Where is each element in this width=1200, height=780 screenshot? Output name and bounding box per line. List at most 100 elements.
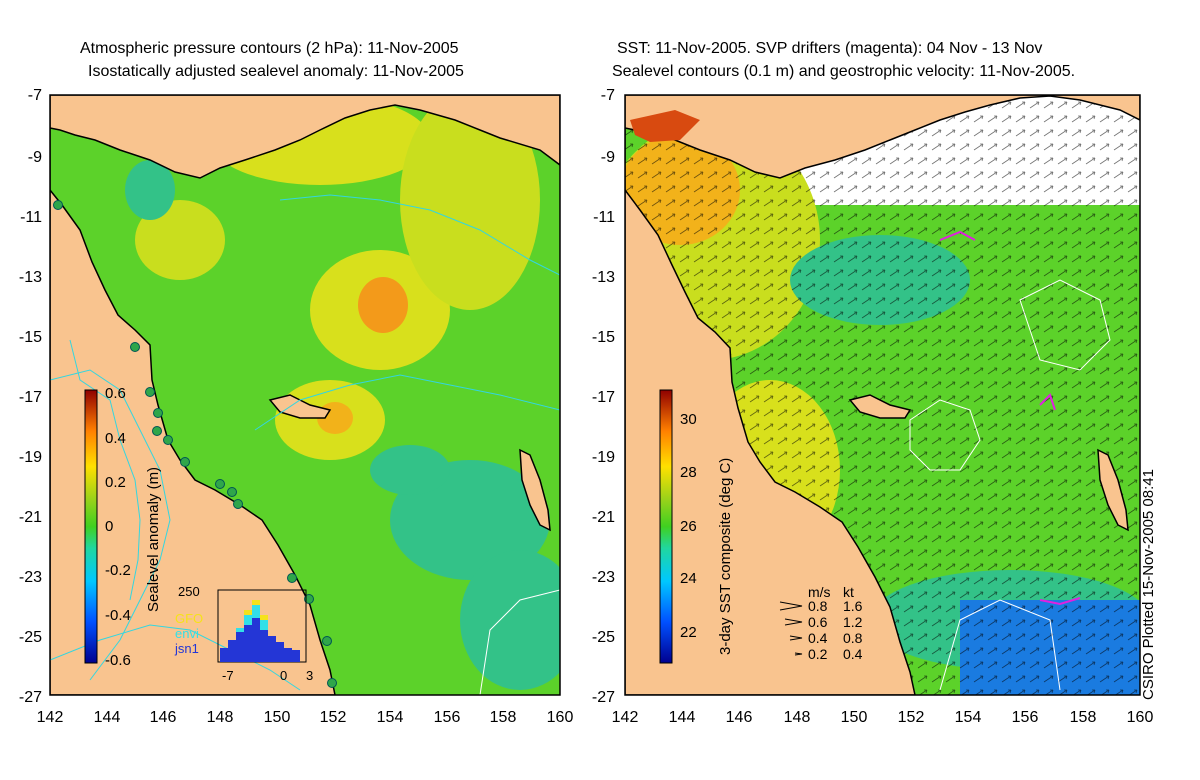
x-tick: 144 [669, 709, 696, 726]
australia-landmass [625, 95, 916, 695]
histogram-xtick: 3 [306, 668, 313, 683]
sealevel-contour [909, 399, 981, 471]
y-tick: -9 [601, 149, 615, 166]
histogram-legend-gfo: GFO [175, 611, 203, 626]
velocity-legend-kt: 0.4 [843, 646, 863, 662]
velocity-legend: m/s kt 0.8 1.6 0.6 1.2 0.4 0.8 0.2 0.4 [779, 584, 863, 662]
sealevel-colorbar [84, 389, 98, 664]
histogram-ymax: 250 [178, 584, 200, 599]
x-tick: 160 [1127, 709, 1154, 726]
x-tick: 160 [547, 709, 574, 726]
y-tick: -17 [592, 389, 615, 406]
sst-colorbar-tick: 26 [680, 518, 697, 535]
left-map-panel: 0.6 0.4 0.2 0 -0.2 -0.4 -0.6 Sealevel an… [19, 87, 574, 726]
sst-hot-patch [630, 110, 700, 142]
x-tick: 142 [612, 709, 639, 726]
y-tick: -21 [19, 509, 42, 526]
histogram-xtick: -7 [222, 668, 234, 683]
y-tick: -17 [19, 389, 42, 406]
x-tick: 146 [726, 709, 753, 726]
pressure-contour [69, 339, 141, 601]
new-guinea-landmass [50, 95, 560, 179]
y-tick: -7 [28, 87, 42, 104]
anomaly-low-blob [460, 550, 560, 690]
y-tick: -27 [592, 689, 615, 706]
right-title-line2: Sealevel contours (0.1 m) and geostrophi… [612, 63, 1076, 80]
x-tick: 154 [955, 709, 982, 726]
island [519, 448, 551, 532]
colorbar-tick: -0.2 [105, 562, 131, 579]
drifter-track [1039, 597, 1081, 606]
y-tick: -11 [593, 209, 615, 226]
y-tick: -21 [592, 509, 615, 526]
colorbar-tick: 0.6 [105, 385, 126, 402]
anomaly-high-core [358, 277, 408, 333]
velocity-legend-kt: 1.6 [843, 598, 863, 614]
x-tick: 152 [320, 709, 347, 726]
colorbar-tick: 0.4 [105, 430, 126, 447]
y-tick: -9 [28, 149, 42, 166]
sst-colorbar-tick: 24 [680, 570, 697, 587]
velocity-legend-ms: 0.6 [808, 614, 828, 630]
x-tick: 150 [841, 709, 868, 726]
left-title-line2: Isostatically adjusted sealevel anomaly:… [88, 63, 464, 80]
right-map-frame [624, 94, 1141, 696]
sst-colorbar-label: 3-day SST composite (deg C) [717, 458, 734, 655]
x-tick: 158 [1070, 709, 1097, 726]
y-tick: -23 [592, 569, 615, 586]
velocity-legend-ms: 0.8 [808, 598, 828, 614]
sst-colorbar-tick: 22 [680, 624, 697, 641]
colorbar-tick: 0 [105, 518, 113, 535]
sst-colorbar-tick: 28 [680, 464, 697, 481]
anomaly-low-blob [370, 445, 450, 495]
anomaly-low-blob [125, 160, 175, 220]
velocity-legend-kt: 0.8 [843, 630, 863, 646]
right-title-line1: SST: 11-Nov-2005. SVP drifters (magenta)… [617, 40, 1043, 57]
y-tick: -23 [19, 569, 42, 586]
sealevel-contour [479, 589, 560, 695]
x-tick: 150 [264, 709, 291, 726]
colorbar-tick: 0.2 [105, 474, 126, 491]
y-tick: -19 [592, 449, 615, 466]
sealevel-contour [1019, 279, 1111, 371]
y-tick: -27 [19, 689, 42, 706]
australia-landmass [50, 95, 336, 695]
y-tick: -25 [19, 629, 42, 646]
sst-colorbar [659, 389, 673, 664]
velocity-legend-kt: 1.2 [843, 614, 863, 630]
left-title-line1: Atmospheric pressure contours (2 hPa): 1… [80, 40, 459, 57]
y-tick: -15 [592, 329, 615, 346]
drifter-track [939, 230, 976, 241]
drifter-track [1039, 393, 1056, 411]
velocity-legend-header-ms: m/s [808, 584, 831, 600]
x-tick: 156 [1012, 709, 1039, 726]
tide-gauge-markers [53, 200, 337, 688]
left-map-frame [49, 94, 561, 696]
colorbar-tick: -0.4 [105, 607, 131, 624]
x-tick: 144 [94, 709, 121, 726]
island [268, 394, 332, 419]
anomaly-high-blob [400, 95, 540, 310]
altimeter-histogram: 250 GFO envi jsn1 -7 0 3 [174, 584, 313, 683]
island [848, 394, 912, 419]
pressure-contour [50, 624, 301, 691]
velocity-legend-ms: 0.2 [808, 646, 828, 662]
x-tick: 146 [150, 709, 177, 726]
colorbar-label: Sealevel anomaly (m) [145, 467, 162, 612]
x-tick: 152 [898, 709, 925, 726]
y-tick: -11 [20, 209, 42, 226]
pressure-contour [279, 194, 560, 276]
histogram-legend-jsn1: jsn1 [174, 641, 199, 656]
y-tick: -13 [19, 269, 42, 286]
plot-credit-note: CSIRO Plotted 15-Nov-2005 08:41 [1140, 469, 1157, 700]
x-tick: 148 [207, 709, 234, 726]
y-tick: -7 [601, 87, 615, 104]
x-tick: 148 [784, 709, 811, 726]
right-map-panel: 30 28 26 24 22 3-day SST composite (deg … [592, 87, 1154, 726]
x-tick: 142 [37, 709, 64, 726]
histogram-xtick: 0 [280, 668, 287, 683]
velocity-legend-header-kt: kt [843, 584, 854, 600]
anomaly-high-blob [135, 200, 225, 280]
colorbar-tick: -0.6 [105, 652, 131, 669]
sealevel-contour [939, 599, 1061, 691]
